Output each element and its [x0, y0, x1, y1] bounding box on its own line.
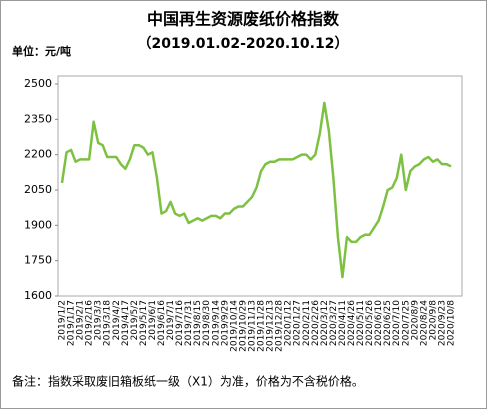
x-tick-label: 2020/5/26 [365, 300, 375, 346]
x-tick-label: 2020/3/27 [329, 300, 339, 346]
x-tick-label: 2019/8/30 [202, 300, 212, 346]
x-tick-label: 2020/3/12 [320, 300, 330, 346]
x-tick-label: 2019/5/2 [130, 300, 140, 340]
y-tick-label: 2200 [24, 148, 52, 161]
x-tick-label: 2019/1/17 [67, 300, 77, 346]
chart-subtitle: （2019.01.02-2020.10.12） [138, 36, 349, 52]
x-tick-label: 2019/11/28 [257, 300, 267, 352]
x-tick-label: 2019/3/3 [94, 300, 104, 340]
x-tick-label: 2019/9/29 [220, 300, 230, 346]
chart-title: 中国再生资源废纸价格指数 [147, 10, 340, 29]
y-tick-label: 2350 [24, 112, 52, 125]
x-tick-label: 2019/10/14 [229, 300, 239, 352]
unit-label: 单位：元/吨 [12, 44, 71, 58]
x-tick-label: 2020/7/25 [401, 300, 411, 346]
x-tick-label: 2020/10/8 [447, 300, 457, 346]
x-tick-label: 2019/7/16 [175, 300, 185, 346]
x-tick-label: 2020/6/25 [383, 300, 393, 346]
x-tick-label: 2019/1/2 [58, 300, 68, 340]
x-tick-label: 2020/4/11 [338, 300, 348, 346]
y-tick-label: 1900 [24, 218, 52, 231]
x-tick-label: 2020/4/26 [347, 300, 357, 346]
x-tick-label: 2019/5/17 [139, 300, 149, 346]
x-tick-label: 2019/10/29 [238, 300, 248, 352]
x-tick-label: 2019/12/13 [266, 300, 276, 352]
x-tick-label: 2019/11/13 [247, 300, 257, 352]
x-tick-label: 2020/2/11 [302, 300, 312, 346]
y-tick-label: 1600 [24, 289, 52, 302]
x-tick-label: 2020/9/8 [428, 300, 438, 341]
y-tick-label: 2050 [24, 183, 52, 196]
x-tick-label: 2020/8/9 [410, 300, 420, 341]
x-tick-label: 2020/2/26 [311, 300, 321, 346]
y-tick-label: 1750 [24, 254, 52, 267]
x-tick-label: 2019/4/17 [121, 300, 131, 346]
x-tick-label: 2019/6/1 [148, 300, 158, 340]
x-tick-label: 2020/1/12 [284, 300, 294, 346]
x-tick-label: 2019/6/16 [157, 300, 167, 346]
x-tick-label: 2019/2/16 [85, 300, 95, 346]
x-tick-label: 2019/4/2 [112, 300, 122, 340]
x-tick-label: 2020/6/10 [374, 300, 384, 346]
x-tick-label: 2019/9/14 [211, 300, 221, 346]
x-tick-label: 2020/1/27 [293, 300, 303, 346]
x-tick-label: 2019/12/28 [275, 300, 285, 352]
x-tick-label: 2019/3/18 [103, 300, 113, 346]
x-tick-label: 2019/8/15 [193, 300, 203, 346]
x-tick-label: 2019/2/1 [76, 300, 86, 340]
x-tick-label: 2020/5/11 [356, 300, 366, 346]
x-tick-label: 2020/8/24 [419, 300, 429, 346]
y-tick-label: 2500 [24, 77, 52, 90]
x-tick-label: 2020/7/10 [392, 300, 402, 346]
footnote: 备注：指数采取废旧箱板纸一级（X1）为准，价格为不含税价格。 [12, 374, 364, 389]
x-tick-label: 2019/7/31 [184, 300, 194, 346]
series-line [60, 101, 452, 279]
plot-border [57, 75, 463, 297]
x-tick-label: 2020/9/23 [437, 300, 447, 346]
x-tick-label: 2019/7/1 [166, 300, 176, 340]
